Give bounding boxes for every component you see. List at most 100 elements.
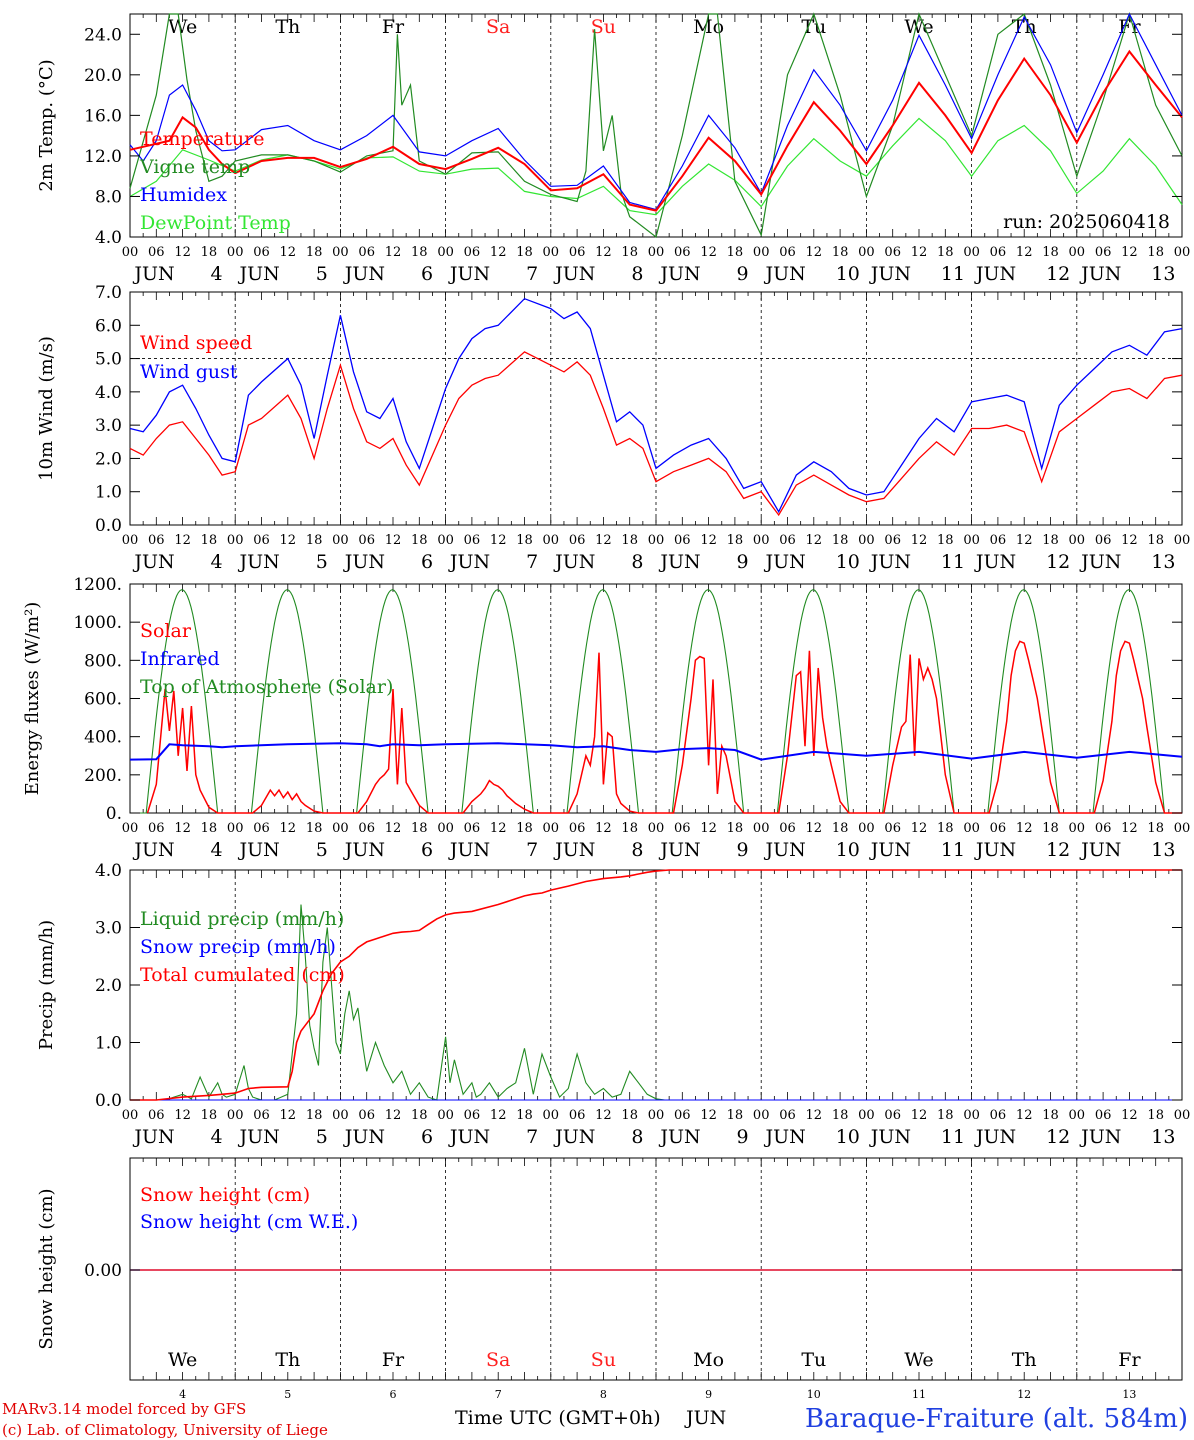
hour-tick-label: 06 [884,533,901,548]
legend-entry: Vigne temp [139,156,250,178]
month-label: JUN [869,1126,911,1148]
weekday-label: We [904,1349,933,1371]
hour-tick-label: 00 [1174,533,1191,548]
y-tick-label: 5.0 [95,350,122,370]
weekday-label: Fr [382,1349,405,1371]
y-tick-label: 1.0 [95,1034,122,1054]
hour-tick-label: 18 [306,821,323,836]
panel-precip: 0.0 1.0 2.0 3.0 4.0 Precip (mm/h) Liquid preci… [36,861,1190,1148]
day-label: 9 [737,551,749,573]
day-number-label: 10 [807,1388,821,1401]
legend-entry: Temperature [140,128,264,150]
month-label: JUN [1079,263,1121,285]
hour-tick-label: 12 [1016,821,1033,836]
hour-tick-label: 00 [648,1108,665,1123]
legend-entry: Wind speed [140,332,252,354]
month-label: JUN [869,263,911,285]
hour-tick-label: 12 [174,821,191,836]
month-label: JUN [658,839,700,861]
hour-tick-label: 06 [1095,533,1112,548]
month-label: JUN [343,1126,385,1148]
month-label: JUN [764,839,806,861]
hour-tick-label: 12 [700,245,717,260]
hour-tick-label: 00 [122,533,139,548]
hour-tick-label: 06 [884,245,901,260]
hour-tick-label: 18 [937,245,954,260]
y-tick-label: 12.0 [84,147,122,167]
hour-tick-label: 18 [621,1108,638,1123]
day-label: 6 [421,839,433,861]
day-number-label: 12 [1017,1388,1031,1401]
y-tick-label: 4.0 [95,228,122,248]
hour-tick-label: 12 [595,1108,612,1123]
panel-temperature: We Th Fr Sa Su Mo Tu We Th Fr4.08.012.016.020.024… [36,11,1191,285]
hour-tick-label: 06 [990,533,1007,548]
month-label: JUN [764,1126,806,1148]
hour-tick-label: 06 [1095,245,1112,260]
hour-tick-label: 12 [1121,245,1138,260]
hour-tick-label: 18 [621,821,638,836]
day-label: 5 [316,263,328,285]
legend-entry: Snow precip (mm/h) [140,936,336,958]
hour-tick-label: 18 [516,1108,533,1123]
weekday-label: Su [591,1349,616,1371]
hour-tick-label: 00 [753,1108,770,1123]
hour-tick-label: 00 [437,533,454,548]
hour-tick-label: 00 [332,533,349,548]
weekday-label: We [168,16,197,38]
footer: MARv3.14 model forced by GFS (c) Lab. of … [2,1400,1188,1439]
month-label: JUN [132,263,174,285]
y-tick-label: 2.0 [95,976,122,996]
hour-tick-label: 12 [280,821,297,836]
hour-tick-label: 18 [727,533,744,548]
weekday-label: Sa [486,1349,510,1371]
hour-tick-label: 12 [490,245,507,260]
series-line [129,11,1183,239]
hour-tick-label: 00 [1174,245,1191,260]
day-label: 11 [941,1126,965,1148]
hour-tick-label: 06 [1095,1108,1112,1123]
hour-tick-label: 18 [727,821,744,836]
hour-tick-label: 06 [674,1108,691,1123]
hour-tick-label: 18 [1042,245,1059,260]
day-label: 8 [631,839,643,861]
series-line [129,12,1183,211]
day-number-label: 13 [1122,1388,1136,1401]
hour-tick-label: 18 [621,245,638,260]
hour-tick-label: 06 [253,1108,270,1123]
hour-tick-label: 00 [753,245,770,260]
day-label: 8 [631,551,643,573]
weekday-label: Th [275,16,300,38]
hour-tick-label: 00 [858,1108,875,1123]
y-tick-label: 4.0 [95,861,122,881]
day-label: 9 [737,263,749,285]
hour-tick-label: 00 [332,245,349,260]
hour-tick-label: 12 [174,245,191,260]
hour-tick-label: 18 [937,533,954,548]
hour-tick-label: 18 [727,1108,744,1123]
y-tick-label: 6.0 [95,316,122,336]
time-axis-label: Time UTC (GMT+0h) [455,1407,661,1429]
station-title: Baraque-Fraiture (alt. 584m) [805,1404,1188,1434]
hour-tick-label: 00 [543,1108,560,1123]
legend-entry: Snow height (cm) [140,1184,310,1206]
day-label: 8 [631,1126,643,1148]
month-label: JUN [764,551,806,573]
hour-tick-label: 06 [569,1108,586,1123]
hour-tick-label: 12 [595,821,612,836]
hour-tick-label: 06 [464,533,481,548]
hour-tick-label: 12 [595,245,612,260]
day-label: 9 [737,1126,749,1148]
hour-tick-label: 00 [858,821,875,836]
month-label: JUN [764,263,806,285]
hour-tick-label: 06 [779,533,796,548]
hour-tick-label: 12 [385,821,402,836]
model-credit: MARv3.14 model forced by GFS [2,1400,246,1418]
hour-tick-label: 18 [1042,821,1059,836]
hour-tick-label: 00 [648,245,665,260]
month-label: JUN [238,551,280,573]
hour-tick-label: 06 [148,533,165,548]
day-label: 12 [1046,263,1070,285]
hour-tick-label: 18 [411,533,428,548]
